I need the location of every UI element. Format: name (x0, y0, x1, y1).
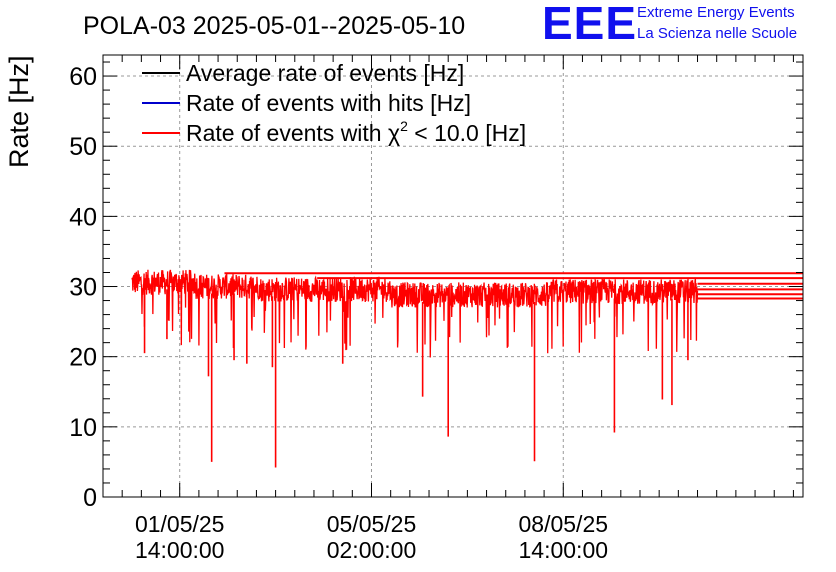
legend-label-hits: Rate of events with hits [Hz] (186, 90, 471, 116)
y-tick-label: 20 (69, 344, 97, 372)
y-tick-label: 60 (69, 63, 97, 91)
y-tick-label: 40 (69, 203, 97, 231)
x-tick-label-date: 01/05/25 (135, 511, 225, 537)
x-tick-label-time: 02:00:00 (327, 537, 417, 563)
legend-label-chi2: Rate of events with χ2 < 10.0 [Hz] (186, 118, 526, 146)
y-tick-label: 50 (69, 133, 97, 161)
x-tick-label-date: 05/05/25 (327, 511, 417, 537)
logo-text-line1: Extreme Energy Events (637, 4, 795, 21)
logo-text-line2: La Scienza nelle Scuole (637, 25, 798, 42)
x-tick-label-time: 14:00:00 (519, 537, 609, 563)
data-layer (131, 269, 803, 468)
legend-label-average: Average rate of events [Hz] (186, 60, 464, 86)
series-chi2-line (131, 269, 699, 358)
legend: Average rate of events [Hz] Rate of event… (142, 60, 526, 146)
axes-layer: 010203040506001/05/2514:00:0005/05/2502:… (69, 54, 804, 563)
plot-frame (102, 54, 804, 498)
x-tick-label-time: 14:00:00 (135, 537, 225, 563)
y-tick-label: 10 (69, 414, 97, 442)
y-tick-label: 0 (83, 484, 97, 512)
y-tick-label: 30 (69, 274, 97, 302)
y-axis-label: Rate [Hz] (4, 55, 34, 168)
chart-title: POLA-03 2025-05-01--2025-05-10 (83, 12, 465, 40)
x-tick-label-date: 08/05/25 (519, 511, 609, 537)
eee-logo: EEE (542, 0, 638, 49)
